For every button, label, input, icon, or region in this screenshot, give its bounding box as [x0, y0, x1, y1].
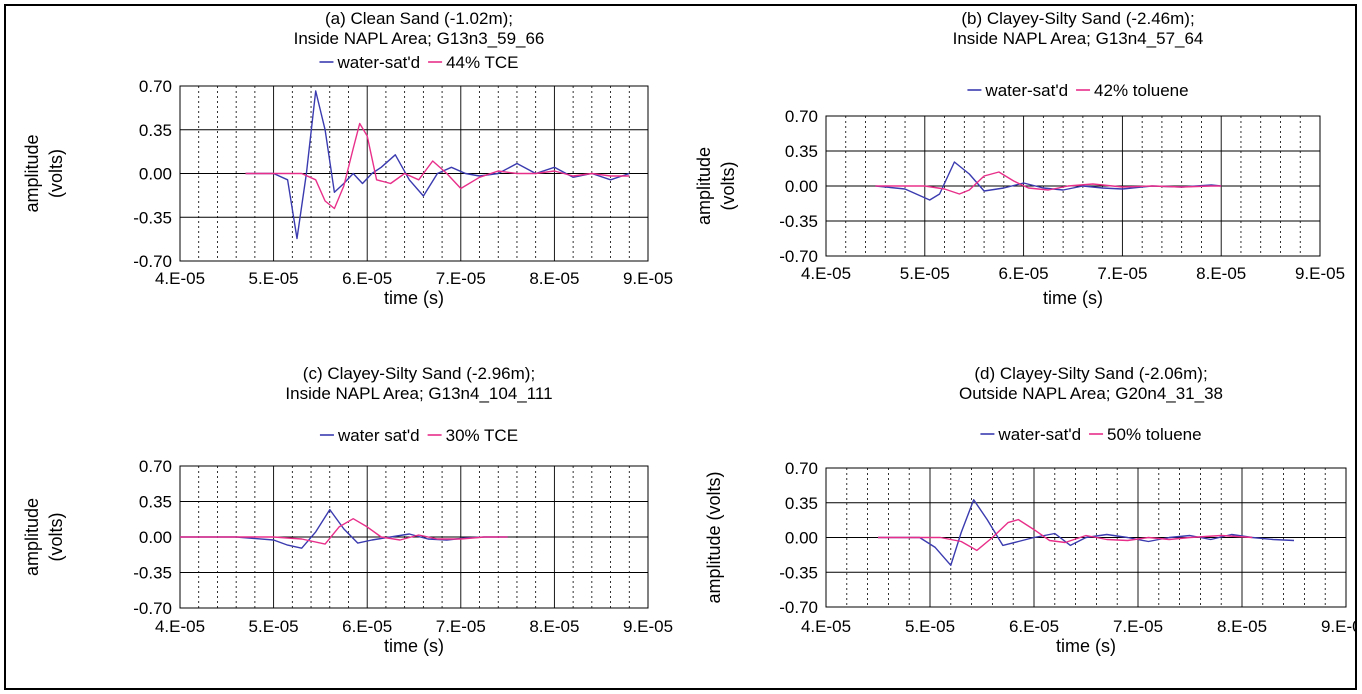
x-tick-label: 8.E-05 — [529, 617, 579, 636]
legend-label: 30% TCE — [446, 426, 518, 445]
y-tick-label: 0.00 — [139, 165, 172, 184]
chart-svg: (b) Clayey-Silty Sand (-2.46m);Inside NA… — [694, 9, 1345, 308]
y-tick-label: 0.00 — [785, 529, 818, 548]
series-line-water — [180, 508, 508, 549]
x-axis-label: time (s) — [384, 288, 444, 308]
x-tick-label: 6.E-05 — [342, 269, 392, 288]
chart-title: Inside NAPL Area; G13n4_104_111 — [285, 384, 552, 403]
x-tick-label: 5.E-05 — [905, 617, 955, 636]
y-tick-label: -0.35 — [779, 563, 818, 582]
x-tick-label: 6.E-05 — [1009, 617, 1059, 636]
plot-area — [179, 85, 649, 262]
y-tick-label: 0.70 — [139, 457, 172, 476]
legend-label: 50% toluene — [1107, 425, 1202, 444]
chart-svg: (d) Clayey-Silty Sand (-2.06m);Outside N… — [704, 364, 1355, 656]
y-axis-label: amplitude — [22, 498, 42, 576]
x-tick-label: 9.E-05 — [623, 269, 673, 288]
y-tick-label: -0.70 — [133, 599, 172, 618]
figure-frame — [4, 4, 1357, 690]
y-tick-label: 0.70 — [785, 459, 818, 478]
x-tick-label: 8.E-05 — [1196, 264, 1246, 283]
chart-title: Inside NAPL Area; G13n3_59_66 — [294, 29, 545, 48]
x-tick-label: 7.E-05 — [436, 617, 486, 636]
y-axis-label: (volts) — [46, 149, 66, 198]
chart-title: (b) Clayey-Silty Sand (-2.46m); — [961, 9, 1194, 28]
y-axis-label: amplitude (volts) — [704, 471, 724, 603]
chart-svg: (c) Clayey-Silty Sand (-2.96m);Inside NA… — [22, 364, 673, 656]
y-axis-label: (volts) — [46, 513, 66, 562]
x-tick-label: 7.E-05 — [1113, 617, 1163, 636]
legend-label: water sat'd — [337, 426, 420, 445]
series-line-water — [878, 499, 1295, 566]
y-tick-label: -0.35 — [133, 208, 172, 227]
y-tick-label: 0.35 — [785, 494, 818, 513]
chart-panel-b: (b) Clayey-Silty Sand (-2.46m); Inside NA… — [680, 6, 1345, 346]
legend: water sat'd 30% TCE — [319, 426, 518, 445]
y-tick-label: 0.00 — [785, 177, 818, 196]
y-tick-label: -0.70 — [779, 598, 818, 617]
series-line-water — [245, 90, 630, 240]
x-tick-label: 6.E-05 — [342, 617, 392, 636]
series-line-napl — [180, 518, 508, 545]
x-tick-label: 7.E-05 — [436, 269, 486, 288]
y-tick-label: 0.35 — [139, 493, 172, 512]
x-tick-label: 6.E-05 — [999, 264, 1049, 283]
chart-svg: (a) Clean Sand (-1.02m);Inside NAPL Area… — [22, 9, 673, 308]
plot-area — [825, 467, 1347, 608]
x-tick-label: 4.E-05 — [155, 269, 205, 288]
y-tick-label: 0.35 — [139, 121, 172, 140]
x-tick-label: 9.E-05 — [623, 617, 673, 636]
series-line-napl — [878, 518, 1253, 552]
legend: water-sat'd 44% TCE — [319, 53, 519, 72]
chart-title: Outside NAPL Area; G20n4_31_38 — [959, 384, 1223, 403]
legend-label: 44% TCE — [446, 53, 518, 72]
y-tick-label: -0.35 — [779, 212, 818, 231]
chart-title: (d) Clayey-Silty Sand (-2.06m); — [974, 364, 1207, 383]
y-tick-label: -0.70 — [779, 247, 818, 266]
legend: water-sat'd 50% toluene — [980, 425, 1202, 444]
y-tick-label: -0.35 — [133, 564, 172, 583]
x-tick-label: 4.E-05 — [801, 264, 851, 283]
y-tick-label: 0.70 — [139, 77, 172, 96]
x-tick-label: 5.E-05 — [249, 269, 299, 288]
x-tick-label: 4.E-05 — [155, 617, 205, 636]
x-axis-label: time (s) — [384, 636, 444, 656]
x-tick-label: 9.E-05 — [1295, 264, 1345, 283]
legend: water-sat'd 42% toluene — [967, 81, 1189, 100]
x-tick-label: 7.E-05 — [1097, 264, 1147, 283]
y-tick-label: 0.00 — [139, 528, 172, 547]
chart-title: (c) Clayey-Silty Sand (-2.96m); — [303, 364, 535, 383]
series-line-napl — [875, 171, 1222, 195]
chart-panel-a: (a) Clean Sand (-1.02m); Inside NAPL Area… — [8, 6, 673, 346]
x-tick-label: 8.E-05 — [1217, 617, 1267, 636]
x-tick-label: 9.E-05 — [1321, 617, 1355, 636]
y-axis-label: (volts) — [718, 162, 738, 211]
y-tick-label: 0.70 — [785, 107, 818, 126]
series-line-napl — [245, 122, 630, 210]
legend-label: water-sat'd — [984, 81, 1068, 100]
x-tick-label: 5.E-05 — [249, 617, 299, 636]
y-tick-label: 0.35 — [785, 142, 818, 161]
y-tick-label: -0.70 — [133, 252, 172, 271]
x-axis-label: time (s) — [1056, 636, 1116, 656]
x-tick-label: 8.E-05 — [529, 269, 579, 288]
x-axis-label: time (s) — [1043, 288, 1103, 308]
y-axis-label: amplitude — [22, 134, 42, 212]
legend-label: water-sat'd — [336, 53, 420, 72]
chart-panel-d: (d) Clayey-Silty Sand (-2.06m); Outside N… — [680, 362, 1355, 692]
chart-panel-c: (c) Clayey-Silty Sand (-2.96m); Inside NA… — [8, 362, 673, 692]
chart-title: (a) Clean Sand (-1.02m); — [325, 9, 513, 28]
x-tick-label: 5.E-05 — [900, 264, 950, 283]
chart-title: Inside NAPL Area; G13n4_57_64 — [953, 29, 1204, 48]
x-tick-label: 4.E-05 — [801, 617, 851, 636]
legend-label: water-sat'd — [997, 425, 1081, 444]
legend-label: 42% toluene — [1094, 81, 1189, 100]
y-axis-label: amplitude — [694, 147, 714, 225]
plot-area — [825, 115, 1321, 257]
series-line-water — [875, 161, 1222, 201]
